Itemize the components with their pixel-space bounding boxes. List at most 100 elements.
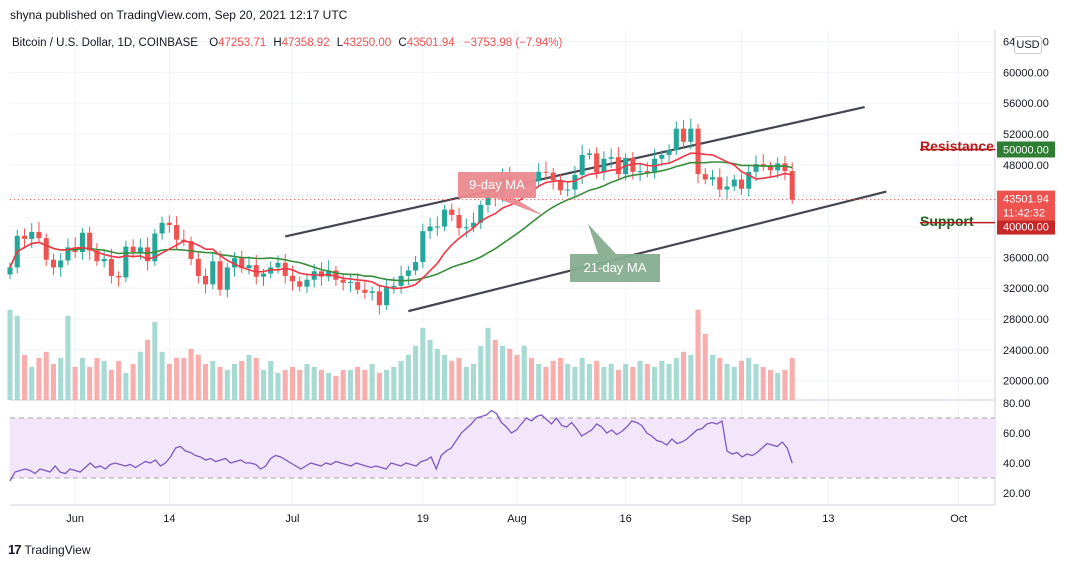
volume-bar — [384, 369, 390, 400]
rsi-line — [9, 409, 793, 482]
volume-bar — [137, 351, 143, 400]
candle — [724, 176, 730, 199]
candle-body — [608, 157, 614, 159]
volume-bar — [376, 372, 382, 400]
volume-bar — [652, 366, 658, 400]
candle-body — [637, 171, 643, 173]
currency-button[interactable]: USD — [1014, 36, 1042, 54]
support-tag-bg — [997, 218, 1055, 235]
volume-bar — [623, 363, 629, 400]
candle — [94, 243, 100, 266]
candle — [405, 265, 411, 286]
volume-bar — [304, 363, 310, 400]
candle-body — [427, 226, 433, 232]
candle — [767, 161, 774, 177]
volume-bar — [463, 366, 469, 400]
candle-body — [565, 189, 571, 191]
candle — [297, 276, 303, 292]
y-tick-label: 24000.00 — [1003, 345, 1049, 357]
footer-brand: 17 TradingView — [8, 542, 91, 557]
volume-bar — [224, 369, 230, 400]
candle-body — [695, 128, 701, 175]
candle — [101, 250, 107, 268]
candle — [355, 273, 361, 295]
candle — [21, 228, 28, 247]
volume-bar — [557, 357, 563, 400]
candle — [608, 148, 614, 168]
volume-bar — [289, 366, 295, 400]
resistance-annotation: Resistance — [920, 138, 995, 154]
volume-bar — [420, 327, 426, 400]
candle-body — [152, 233, 158, 262]
ma21-line — [9, 161, 793, 282]
x-tick-label: Jun — [66, 513, 84, 525]
candle-body — [195, 258, 201, 276]
candle-body — [384, 287, 390, 306]
volume-bar — [724, 363, 730, 400]
y-tick-label: 36000.00 — [1003, 252, 1049, 264]
change-value: −3753.98 (−7.94%) — [464, 37, 563, 49]
volume-bar — [550, 360, 556, 400]
candle — [543, 161, 549, 181]
candle — [181, 229, 187, 246]
candle — [550, 167, 556, 190]
volume-bar — [717, 357, 723, 400]
candle-body — [724, 186, 730, 190]
candle-body — [615, 157, 621, 175]
x-tick-label: Aug — [507, 513, 527, 525]
candle — [50, 253, 56, 276]
candle-body — [21, 235, 28, 239]
rsi-tick-label: 20.00 — [1003, 488, 1031, 500]
candle — [340, 273, 346, 291]
candle-body — [760, 164, 766, 167]
volume-bar — [195, 354, 201, 400]
volume-bar — [43, 351, 49, 400]
candle-body — [29, 231, 35, 239]
candles — [7, 118, 795, 315]
candle — [746, 164, 752, 197]
candle-body — [101, 258, 107, 262]
candle-body — [405, 270, 411, 276]
candle — [615, 147, 621, 179]
volume-bar — [369, 363, 375, 400]
last-price-label: 43501.94 — [1003, 194, 1049, 206]
volume-bar — [499, 345, 506, 400]
candle-body — [123, 246, 129, 278]
candle — [304, 273, 310, 293]
candle — [217, 251, 223, 296]
last-price-tag: 43501.94 11:42:32 — [997, 190, 1055, 221]
candle — [710, 169, 716, 186]
brand-name: TradingView — [24, 542, 91, 557]
volume-bar — [391, 366, 397, 400]
support-tag-label: 40000.00 — [1003, 222, 1049, 234]
open-label: O — [209, 37, 218, 49]
candle — [253, 254, 259, 285]
candle-body — [746, 171, 752, 189]
volume-bar — [543, 366, 549, 400]
volume-bar — [203, 363, 209, 400]
candle — [203, 268, 209, 294]
candle-body — [79, 232, 85, 252]
candle-body — [738, 179, 745, 189]
volume-bar — [673, 357, 679, 400]
volume-bar — [521, 345, 527, 400]
volume-bar — [782, 369, 788, 400]
candle — [166, 215, 172, 233]
volume-bar — [94, 357, 100, 400]
candle-body — [333, 270, 339, 280]
volume-bar — [152, 321, 158, 400]
volume-bar — [108, 369, 114, 400]
volume-bar — [427, 339, 433, 400]
candle — [79, 228, 85, 260]
candle — [210, 252, 216, 289]
candle-body — [470, 222, 477, 228]
candle-body — [137, 247, 143, 252]
volume-bar — [536, 363, 542, 400]
candle-body — [681, 128, 687, 142]
candle-body — [210, 261, 216, 285]
candle-body — [767, 166, 774, 171]
volume-bar — [666, 363, 672, 400]
candle-body — [203, 275, 209, 285]
candle-body — [702, 174, 708, 180]
